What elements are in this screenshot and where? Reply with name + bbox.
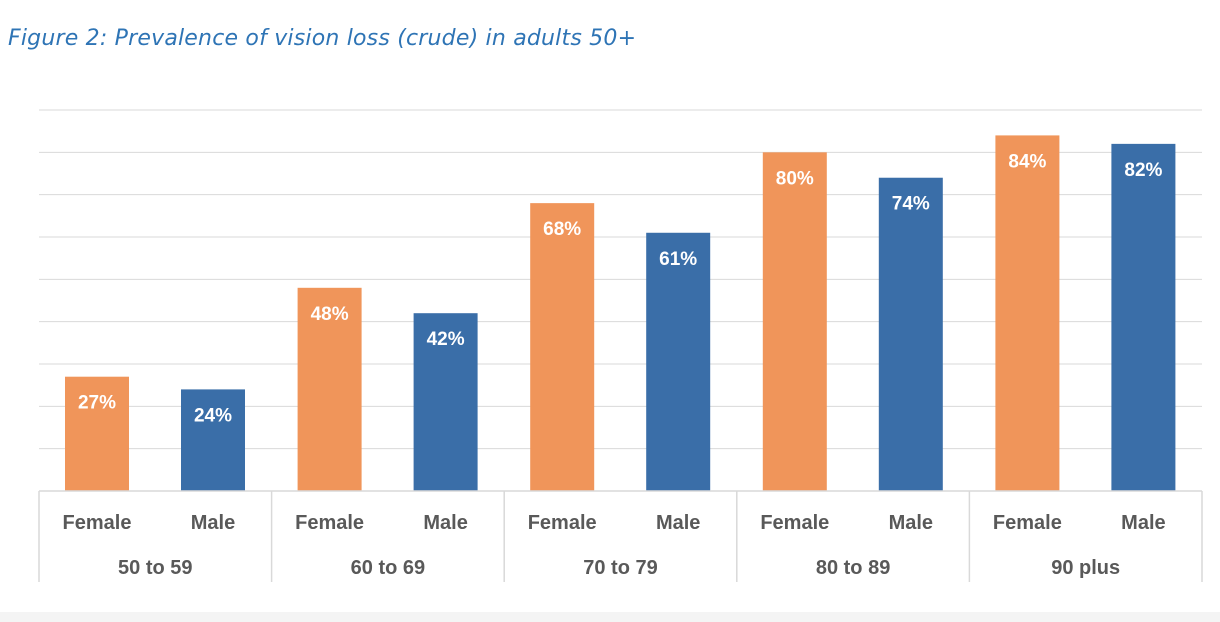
data-label: 61% [659,249,697,270]
x-tick-label: Female [63,512,132,534]
x-tick-label: Female [993,512,1062,534]
data-label: 82% [1124,160,1162,181]
x-tick-label: Male [889,512,933,534]
x-group-label: 60 to 69 [351,557,425,579]
bottom-band [0,612,1220,622]
x-tick-label: Female [528,512,597,534]
data-label: 42% [427,329,465,350]
x-tick-label: Female [295,512,364,534]
bar-female [530,203,595,491]
x-group-label: 90 plus [1051,557,1120,579]
x-group-label: 50 to 59 [118,557,192,579]
data-label: 48% [311,304,349,325]
bar-female [762,152,827,492]
chart-title: Figure 2: Prevalence of vision loss (cru… [8,26,637,51]
bar-male [413,313,478,491]
data-label: 68% [543,219,581,240]
bar-male [878,177,943,491]
bar-female [995,135,1060,491]
bar-male [1111,143,1176,491]
bar-male [646,232,711,491]
bar-female [65,376,129,491]
x-group-label: 70 to 79 [583,557,657,579]
x-tick-label: Male [423,512,467,534]
x-tick-label: Male [1121,512,1165,534]
data-label: 24% [194,405,232,426]
x-tick-label: Female [760,512,829,534]
bar-male [181,389,245,491]
bar-female [297,287,362,491]
x-tick-label: Male [191,512,235,534]
x-group-label: 80 to 89 [816,557,890,579]
data-label: 80% [776,168,814,189]
data-label: 27% [78,393,116,414]
data-label: 74% [892,194,930,215]
x-tick-label: Male [656,512,700,534]
data-label: 84% [1008,151,1046,172]
